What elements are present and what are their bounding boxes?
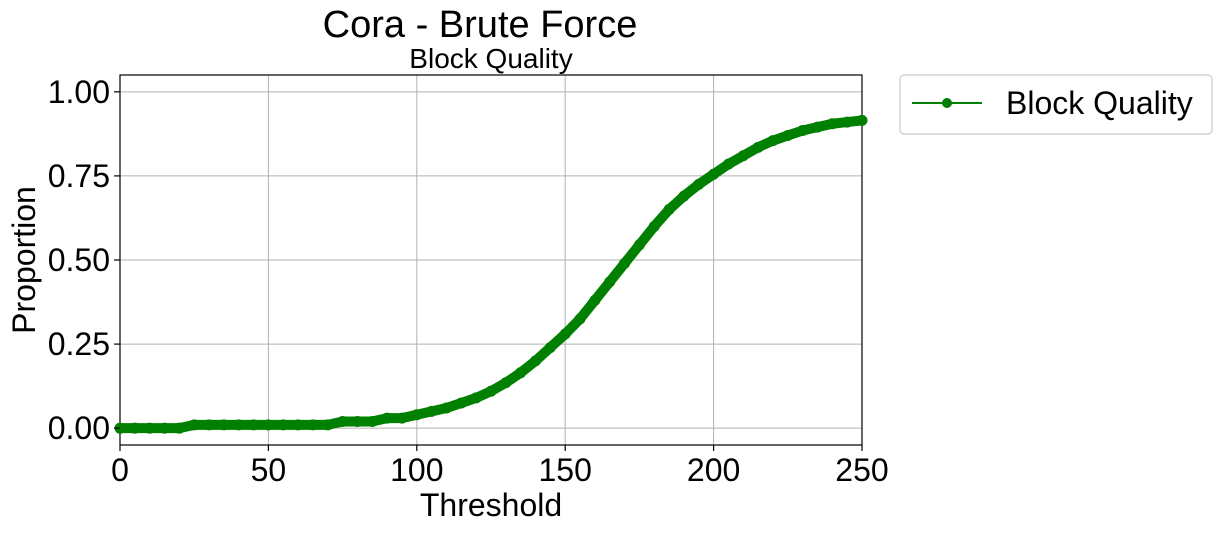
data-point xyxy=(797,125,809,136)
x-tick-label: 200 xyxy=(687,452,740,488)
data-point xyxy=(737,150,749,162)
y-tick-label: 0.25 xyxy=(48,326,110,362)
data-point xyxy=(500,377,512,389)
x-tick-label: 250 xyxy=(835,452,888,488)
y-tick-label: 1.00 xyxy=(48,74,110,110)
data-point xyxy=(173,422,185,434)
legend-box xyxy=(899,74,1213,135)
data-point xyxy=(203,419,215,431)
data-point xyxy=(841,116,853,128)
chart-title: Cora - Brute Force xyxy=(323,4,638,46)
data-point xyxy=(678,190,690,202)
data-point xyxy=(144,422,156,434)
data-point xyxy=(782,130,794,142)
data-point xyxy=(752,141,764,153)
data-point xyxy=(856,114,868,126)
data-point xyxy=(129,422,141,434)
data-point xyxy=(292,419,304,431)
data-point xyxy=(485,385,497,397)
data-point xyxy=(322,419,334,431)
data-point xyxy=(559,328,571,340)
x-tick-label: 100 xyxy=(390,452,443,488)
data-point xyxy=(396,412,408,424)
data-point xyxy=(337,415,349,427)
x-tick-label: 0 xyxy=(111,452,129,488)
data-point xyxy=(530,355,542,367)
data-point xyxy=(604,276,616,288)
x-tick-label: 150 xyxy=(539,452,592,488)
data-point xyxy=(515,367,527,379)
data-point xyxy=(767,135,779,147)
data-point xyxy=(381,412,393,424)
data-point xyxy=(351,415,363,427)
data-point xyxy=(826,118,838,130)
data-point xyxy=(470,392,482,404)
data-point xyxy=(307,419,319,431)
legend-marker-swatch xyxy=(942,98,952,108)
data-point xyxy=(159,422,171,434)
tick-layer: 0 50 100 150 200 250 0.00 0.25 0.50 0.75 1.00 xyxy=(48,74,889,488)
y-tick-label: 0.50 xyxy=(48,242,110,278)
data-point xyxy=(188,419,200,431)
data-point xyxy=(544,341,556,353)
data-point xyxy=(663,204,675,216)
data-point xyxy=(693,178,705,190)
data-point xyxy=(233,419,245,431)
data-point xyxy=(574,313,586,325)
data-point xyxy=(619,257,631,269)
x-axis-label: Threshold xyxy=(420,487,562,523)
data-point xyxy=(722,158,734,170)
data-point xyxy=(366,415,378,427)
data-point xyxy=(455,397,467,409)
series-layer xyxy=(114,114,868,434)
data-point xyxy=(218,419,230,431)
x-tick-label: 50 xyxy=(251,452,287,488)
data-point xyxy=(708,168,720,180)
y-axis-label: Proportion xyxy=(6,186,42,334)
data-point xyxy=(633,239,645,251)
y-tick-label: 0.00 xyxy=(48,410,110,446)
legend: Block Quality xyxy=(899,74,1213,135)
data-point xyxy=(262,419,274,431)
y-tick-label: 0.75 xyxy=(48,158,110,194)
chart-subtitle: Block Quality xyxy=(409,43,572,74)
legend-label-block-quality: Block Quality xyxy=(1006,85,1193,121)
data-point xyxy=(248,419,260,431)
data-point xyxy=(426,405,438,417)
data-point xyxy=(648,220,660,232)
data-point xyxy=(440,402,452,414)
data-point xyxy=(411,409,423,421)
data-point xyxy=(811,121,823,133)
data-point xyxy=(589,294,601,306)
series-line xyxy=(115,115,867,434)
data-point xyxy=(277,419,289,431)
